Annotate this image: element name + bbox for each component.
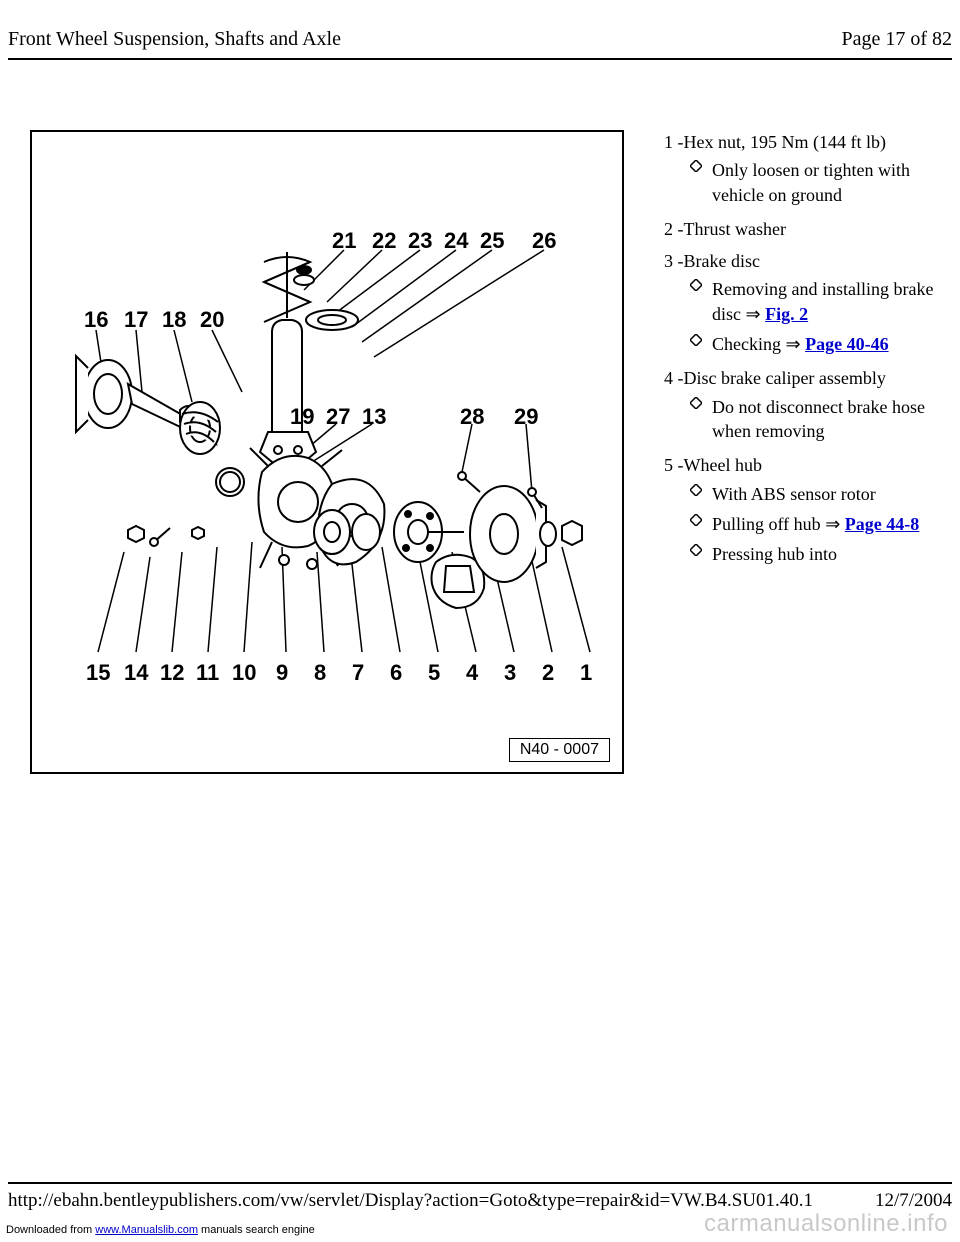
- dl-before: Downloaded from: [6, 1224, 95, 1236]
- list-item: 4 - Disc brake caliper assembly Do not di…: [664, 366, 944, 443]
- callout-1: 1: [580, 660, 592, 686]
- dl-link[interactable]: www.Manualslib.com: [95, 1224, 198, 1236]
- diagram-ref: N40 - 0007: [509, 738, 610, 762]
- item-number: 2 -: [664, 217, 684, 241]
- callout-11: 11: [196, 660, 219, 686]
- item-heading: 4 - Disc brake caliper assembly: [664, 366, 944, 390]
- item-heading: 3 - Brake disc: [664, 249, 944, 273]
- callout-14: 14: [124, 660, 148, 686]
- item-heading: 1 - Hex nut, 195 Nm (144 ft lb): [664, 130, 944, 154]
- diamond-bullet-icon: [690, 334, 702, 346]
- bullet-text: Pulling off hub: [712, 514, 825, 534]
- callout-26: 26: [532, 228, 556, 254]
- arrow-icon: ⇒: [746, 304, 766, 324]
- item-number: 1 -: [664, 130, 684, 154]
- bullet-item: With ABS sensor rotor: [690, 482, 944, 506]
- download-line: Downloaded from www.Manualslib.com manua…: [6, 1224, 315, 1236]
- parts-list-sidebar: 1 - Hex nut, 195 Nm (144 ft lb) Only loos…: [664, 130, 944, 576]
- dl-after: manuals search engine: [198, 1224, 315, 1236]
- list-item: 3 - Brake disc Removing and installing br…: [664, 249, 944, 356]
- item-label: Wheel hub: [684, 455, 762, 475]
- callout-2: 2: [542, 660, 554, 686]
- item-number: 4 -: [664, 366, 684, 390]
- footer-url: http://ebahn.bentleypublishers.com/vw/se…: [8, 1190, 813, 1212]
- bullet-item: Checking ⇒ Page 40-46: [690, 332, 944, 356]
- main-row: N40 - 0007 21222324252616171820192713282…: [30, 130, 950, 774]
- item-label: Brake disc: [684, 251, 760, 271]
- callout-28: 28: [460, 404, 484, 430]
- callout-10: 10: [232, 660, 256, 686]
- diamond-bullet-icon: [690, 397, 702, 409]
- bullet-text: Only loosen or tighten with vehicle on g…: [712, 160, 910, 204]
- callout-19: 19: [290, 404, 314, 430]
- watermark: carmanualsonline.info: [704, 1210, 948, 1238]
- item-heading: 5 - Wheel hub: [664, 453, 944, 477]
- cross-ref-link[interactable]: Page 44-8: [845, 514, 919, 534]
- diamond-bullet-icon: [690, 514, 702, 526]
- page: Front Wheel Suspension, Shafts and Axle …: [0, 0, 960, 1242]
- callout-13: 13: [362, 404, 386, 430]
- callout-4: 4: [466, 660, 478, 686]
- callout-18: 18: [162, 307, 186, 333]
- diamond-bullet-icon: [690, 160, 702, 172]
- callout-6: 6: [390, 660, 402, 686]
- list-item: 1 - Hex nut, 195 Nm (144 ft lb) Only loos…: [664, 130, 944, 207]
- callout-29: 29: [514, 404, 538, 430]
- diamond-bullet-icon: [690, 544, 702, 556]
- item-label: Thrust washer: [684, 219, 786, 239]
- callout-15: 15: [86, 660, 110, 686]
- bullet-text: Checking: [712, 334, 786, 354]
- diamond-bullet-icon: [690, 279, 702, 291]
- item-number: 3 -: [664, 249, 684, 273]
- header-title-left: Front Wheel Suspension, Shafts and Axle: [8, 28, 341, 51]
- page-footer: http://ebahn.bentleypublishers.com/vw/se…: [8, 1190, 952, 1212]
- item-number: 5 -: [664, 453, 684, 477]
- list-item: 5 - Wheel hub With ABS sensor rotor Pullin…: [664, 453, 944, 566]
- callout-16: 16: [84, 307, 108, 333]
- bullet-text: With ABS sensor rotor: [712, 484, 876, 504]
- bullet-item: Pulling off hub ⇒ Page 44-8: [690, 512, 944, 536]
- bullet-item: Removing and installing brake disc ⇒ Fig…: [690, 277, 944, 326]
- bullet-item: Pressing hub into: [690, 542, 944, 566]
- callout-3: 3: [504, 660, 516, 686]
- list-item: 2 - Thrust washer: [664, 217, 944, 241]
- page-header: Front Wheel Suspension, Shafts and Axle …: [8, 28, 952, 51]
- header-title-right: Page 17 of 82: [841, 28, 952, 51]
- bullet-text: Pressing hub into: [712, 544, 837, 564]
- bullet-item: Only loosen or tighten with vehicle on g…: [690, 158, 944, 207]
- callout-5: 5: [428, 660, 440, 686]
- footer-rule: [8, 1182, 952, 1184]
- arrow-icon: ⇒: [825, 514, 845, 534]
- callout-17: 17: [124, 307, 148, 333]
- callout-7: 7: [352, 660, 364, 686]
- callout-12: 12: [160, 660, 184, 686]
- callout-8: 8: [314, 660, 326, 686]
- bullet-item: Do not disconnect brake hose when removi…: [690, 395, 944, 444]
- callout-21: 21: [332, 228, 356, 254]
- header-rule: [8, 58, 952, 60]
- diamond-bullet-icon: [690, 484, 702, 496]
- callout-25: 25: [480, 228, 504, 254]
- item-label: Hex nut, 195 Nm (144 ft lb): [684, 132, 886, 152]
- item-bullets: Only loosen or tighten with vehicle on g…: [664, 158, 944, 207]
- callout-23: 23: [408, 228, 432, 254]
- exploded-diagram: N40 - 0007 21222324252616171820192713282…: [30, 130, 624, 774]
- callout-22: 22: [372, 228, 396, 254]
- item-bullets: Do not disconnect brake hose when removi…: [664, 395, 944, 444]
- arrow-icon: ⇒: [786, 334, 806, 354]
- item-bullets: With ABS sensor rotor Pulling off hub ⇒ P…: [664, 482, 944, 567]
- cross-ref-link[interactable]: Fig. 2: [765, 304, 808, 324]
- footer-date: 12/7/2004: [875, 1190, 952, 1212]
- item-heading: 2 - Thrust washer: [664, 217, 944, 241]
- bullet-text: Do not disconnect brake hose when removi…: [712, 397, 925, 441]
- callout-20: 20: [200, 307, 224, 333]
- callout-24: 24: [444, 228, 468, 254]
- callout-27: 27: [326, 404, 350, 430]
- item-label: Disc brake caliper assembly: [684, 368, 886, 388]
- callout-9: 9: [276, 660, 288, 686]
- item-bullets: Removing and installing brake disc ⇒ Fig…: [664, 277, 944, 356]
- cross-ref-link[interactable]: Page 40-46: [805, 334, 888, 354]
